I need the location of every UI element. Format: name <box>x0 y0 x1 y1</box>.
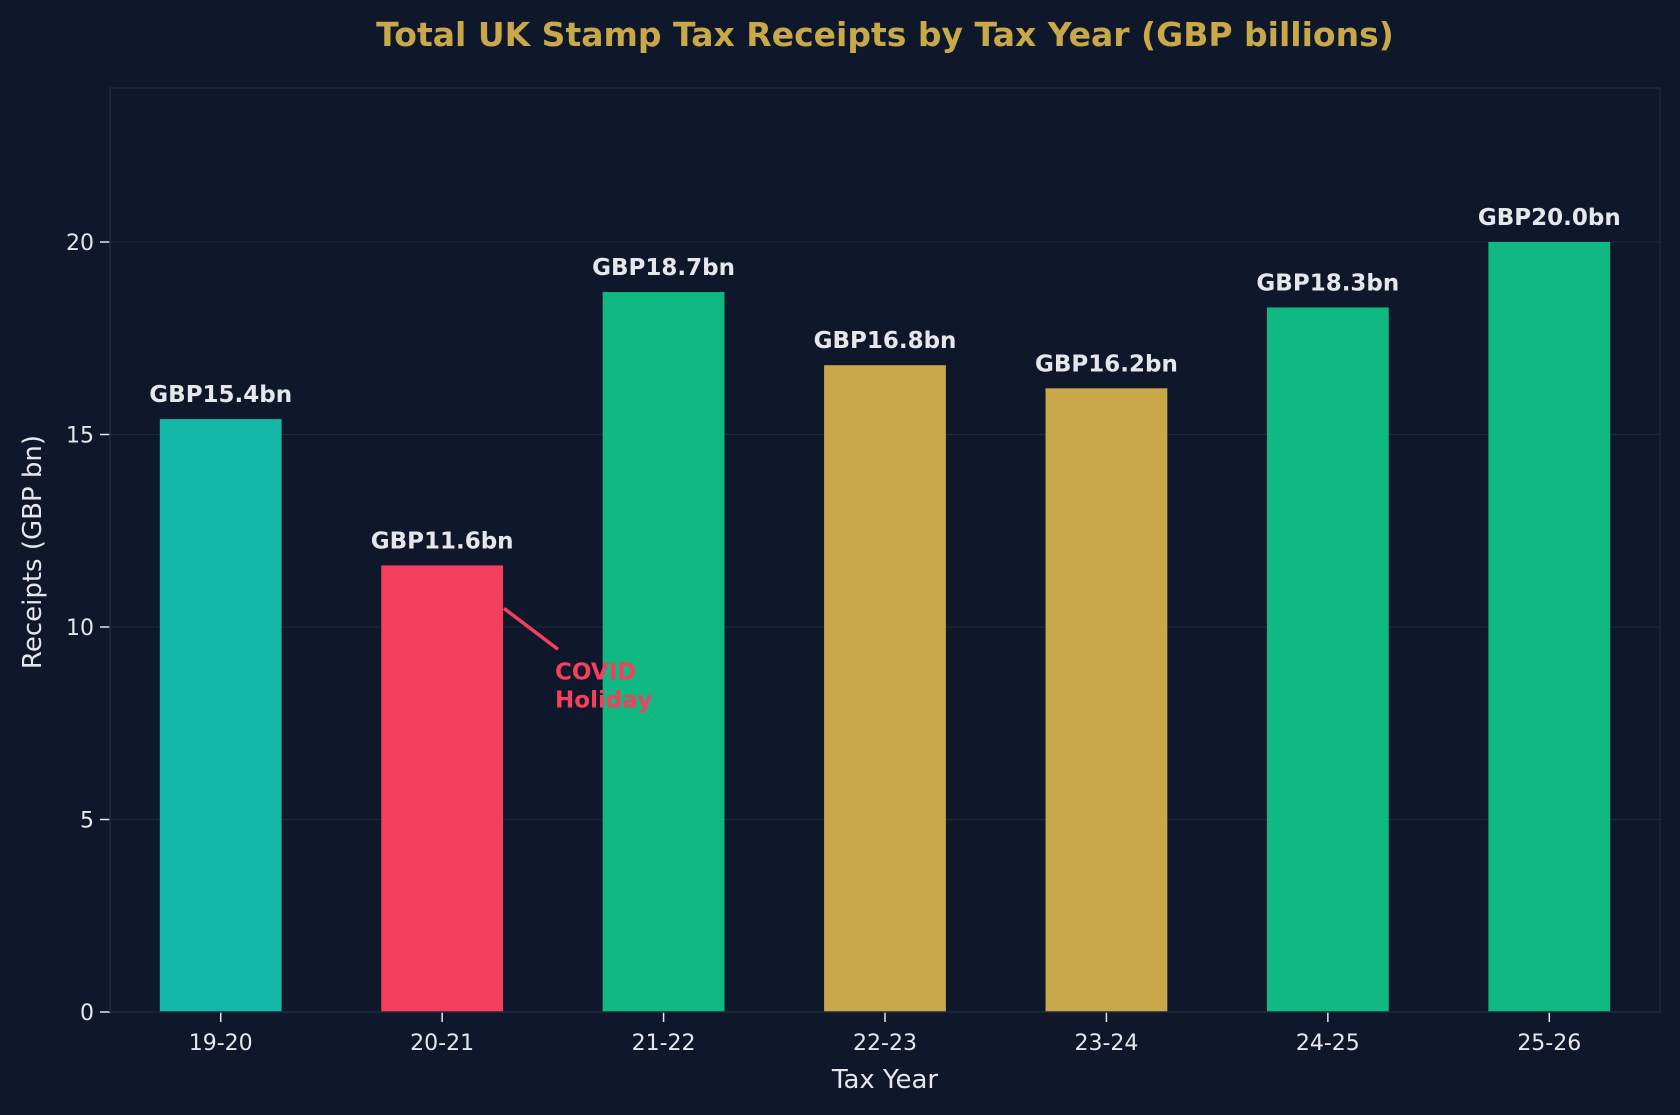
bar-24-25 <box>1266 307 1389 1012</box>
value-label-21-22: GBP18.7bn <box>592 255 735 281</box>
x-tick-label: 20-21 <box>410 1031 474 1056</box>
x-tick-label: 24-25 <box>1296 1031 1360 1056</box>
value-labels: GBP15.4bn GBP11.6bn GBP18.7bn GBP16.8bn GBP1… <box>149 205 1620 554</box>
chart-title: Total UK Stamp Tax Receipts by Tax Year … <box>376 15 1394 54</box>
y-tick-label: 0 <box>80 1001 94 1026</box>
y-tick-label: 15 <box>66 424 94 449</box>
x-axis-label: Tax Year <box>831 1065 939 1095</box>
bar-22-23 <box>824 365 946 1012</box>
bar-23-24 <box>1045 388 1168 1012</box>
annotation-text: COVID <box>555 659 636 685</box>
bar-20-21 <box>381 565 504 1012</box>
value-label-24-25: GBP18.3bn <box>1256 270 1399 296</box>
bars <box>159 242 1611 1013</box>
value-label-20-21: GBP11.6bn <box>371 528 514 554</box>
y-tick-label: 5 <box>80 809 94 834</box>
value-label-23-24: GBP16.2bn <box>1035 351 1178 377</box>
y-tick-label: 10 <box>66 616 94 641</box>
bar-25-26 <box>1488 242 1611 1012</box>
x-tick-label: 23-24 <box>1074 1031 1138 1056</box>
value-label-22-23: GBP16.8bn <box>814 328 957 354</box>
y-tick-label: 20 <box>66 231 94 256</box>
annotation-text: Holiday <box>555 687 652 713</box>
annotation-arrow <box>502 607 560 651</box>
value-label-25-26: GBP20.0bn <box>1478 205 1621 231</box>
x-tick-label: 22-23 <box>853 1031 917 1056</box>
bar-21-22 <box>602 292 725 1012</box>
y-axis-label: Receipts (GBP bn) <box>18 435 48 669</box>
x-tick-label: 25-26 <box>1517 1031 1581 1056</box>
axes: 0 5 10 15 20 19-20 20-21 21-22 22-23 23-24 24-25 25… <box>66 88 1660 1056</box>
value-label-19-20: GBP15.4bn <box>149 382 292 408</box>
x-tick-label: 21-22 <box>632 1031 696 1056</box>
x-tick-label: 19-20 <box>189 1031 253 1056</box>
bar-19-20 <box>159 419 282 1013</box>
